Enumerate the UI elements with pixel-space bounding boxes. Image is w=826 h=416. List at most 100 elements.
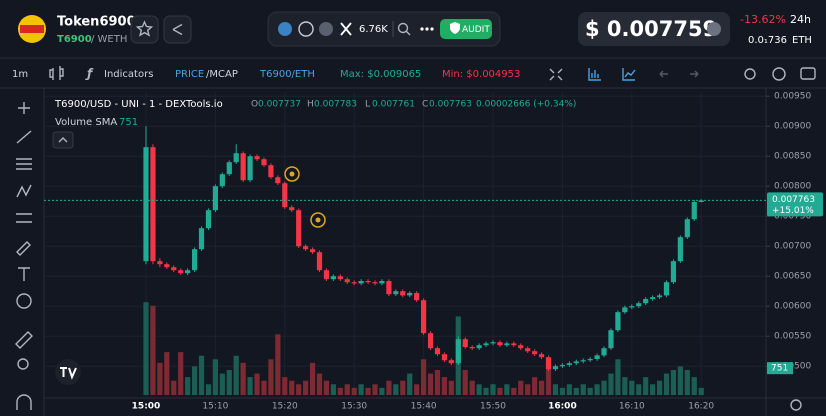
candle-body	[656, 295, 663, 298]
candle-body	[303, 246, 309, 250]
mcap-toggle[interactable]: /MCAP	[206, 69, 238, 80]
share-button[interactable]	[163, 15, 192, 44]
candle-body	[261, 159, 267, 166]
volume-bar	[545, 366, 552, 395]
fib-tool[interactable]	[16, 158, 32, 170]
x-tick-label: 15:50	[480, 402, 506, 412]
zoom-tool[interactable]	[17, 358, 29, 370]
pattern-tool[interactable]	[16, 184, 32, 198]
candle-body	[309, 249, 316, 253]
redo-icon[interactable]	[690, 70, 699, 78]
volume-bar	[434, 370, 441, 395]
line-icon[interactable]	[622, 68, 636, 81]
search-icon-handle	[405, 30, 411, 36]
candle-body	[559, 365, 565, 367]
volume-bar	[511, 387, 517, 395]
ruler-tool[interactable]	[15, 331, 33, 349]
token-price: $ 0.007759	[585, 17, 717, 41]
settings-icon[interactable]	[772, 67, 786, 81]
magnet-tool[interactable]	[16, 394, 32, 410]
candle-body	[178, 270, 184, 274]
candle-body	[441, 354, 448, 361]
candle-body	[677, 237, 683, 262]
indicators-button[interactable]: Indicators	[104, 69, 153, 80]
candle-body	[518, 345, 524, 349]
y-tick-label: 0.00600	[774, 302, 811, 312]
volume-bar	[296, 384, 302, 395]
candle-body	[684, 219, 690, 238]
candle-body	[205, 210, 212, 229]
candle-body	[622, 307, 628, 313]
volume-bar	[247, 377, 253, 395]
volume-bar	[580, 384, 586, 395]
trendline-tool[interactable]	[16, 130, 32, 144]
candle-body	[670, 261, 677, 283]
x-tick-label: 16:20	[688, 402, 714, 412]
candle-body	[448, 360, 454, 364]
snapshot-icon[interactable]	[800, 67, 816, 80]
legend-high-label: H	[307, 100, 314, 110]
candle-body	[268, 165, 274, 178]
candle-body	[337, 276, 343, 280]
brush-tool[interactable]	[16, 241, 31, 256]
more-icon[interactable]	[420, 27, 434, 31]
volume-bar	[143, 302, 149, 395]
crosshair-tool[interactable]	[18, 102, 30, 114]
collapse-button[interactable]	[52, 131, 74, 149]
text-tool[interactable]	[18, 267, 30, 281]
volume-bar	[677, 366, 683, 395]
emoji-tool[interactable]	[16, 293, 32, 309]
volume-bar	[525, 384, 531, 395]
min-price: Min: $0.004953	[442, 69, 520, 80]
candle-body	[462, 339, 468, 347]
candle-body	[483, 343, 489, 346]
volume-bar	[441, 377, 448, 395]
volume-bar	[414, 384, 420, 395]
pair-toggle[interactable]: T6900/ETH	[259, 69, 315, 80]
search-icon[interactable]	[397, 22, 409, 34]
interval-button[interactable]: 1m	[12, 69, 28, 80]
favorite-button[interactable]	[130, 15, 159, 44]
hide-icon[interactable]	[744, 68, 756, 80]
axis-settings-icon[interactable]	[790, 399, 802, 411]
volume-bar	[608, 373, 614, 395]
tradingview-logo[interactable]	[55, 359, 81, 385]
info-icon[interactable]	[707, 22, 721, 36]
candle-body	[608, 330, 614, 349]
price-toggle[interactable]: PRICE	[175, 69, 204, 80]
volume-bar	[198, 355, 205, 395]
volume-sma-tag-label: 751	[771, 364, 788, 374]
eth-price: 0.0₁736	[748, 35, 787, 46]
candle-body	[650, 297, 656, 299]
fullscreen-icon[interactable]	[549, 68, 563, 81]
volume-bar	[254, 373, 260, 395]
volume-bar	[643, 377, 649, 395]
candle-body	[143, 147, 149, 262]
volume-bar	[476, 384, 482, 395]
candle-body	[601, 348, 607, 356]
share-icon	[172, 23, 183, 36]
candle-body	[212, 186, 218, 211]
volume-bar	[337, 387, 343, 395]
candle-body	[344, 279, 350, 283]
token-pair: / WETH	[91, 34, 127, 45]
candle-body	[691, 201, 697, 220]
undo-icon[interactable]	[659, 70, 668, 78]
y-tick-label: 0.00700	[774, 242, 811, 252]
candle-body	[427, 333, 434, 349]
holders-count: 6.76K	[359, 24, 388, 35]
candle-body	[525, 348, 531, 352]
bars-icon[interactable]	[588, 68, 601, 81]
candle-body	[663, 282, 670, 296]
web-icon[interactable]	[298, 21, 314, 37]
candle-body	[434, 348, 441, 355]
change-period: 24h	[790, 13, 811, 26]
projection-tool[interactable]	[16, 213, 32, 223]
y-tick-label: 0.00900	[774, 122, 811, 132]
chart-icon[interactable]	[278, 22, 292, 36]
volume-bar	[518, 380, 524, 395]
telegram-icon[interactable]	[319, 22, 333, 36]
x-icon[interactable]	[340, 22, 352, 36]
volume-bar	[566, 384, 572, 395]
candle-type-icon[interactable]	[49, 66, 64, 80]
